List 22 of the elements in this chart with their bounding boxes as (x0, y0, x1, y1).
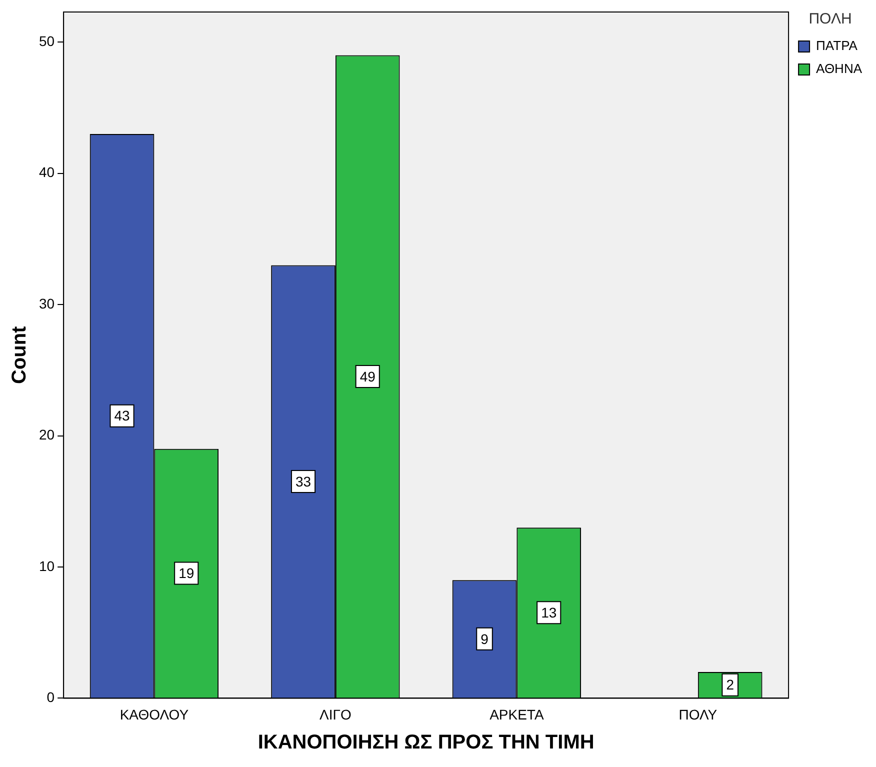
data-label: 49 (360, 368, 376, 384)
x-tick-label: ΛΙΓΟ (320, 706, 352, 722)
y-axis-title: Count (8, 326, 31, 384)
y-tick-label: 10 (38, 558, 55, 574)
x-tick-label: ΠΟΛΥ (678, 706, 718, 722)
x-tick-label: ΑΡΚΕΤΑ (490, 706, 544, 722)
data-label: 13 (541, 604, 557, 621)
data-label: 2 (726, 676, 734, 693)
y-tick-label: 20 (38, 426, 55, 443)
y-tick-label: 30 (38, 295, 55, 312)
legend-label: ΑΘΗΝΑ (816, 61, 862, 76)
data-label: 43 (114, 408, 130, 424)
data-label: 19 (178, 565, 194, 582)
legend-label: ΠΑΤΡΑ (816, 38, 858, 54)
data-label: 33 (295, 473, 312, 490)
y-tick-label: 50 (38, 33, 55, 50)
data-label: 9 (480, 630, 489, 647)
x-tick-label: ΚΑΘΟΛΟΥ (120, 706, 190, 722)
y-tick-label: 40 (38, 164, 55, 180)
y-tick-label: 0 (46, 689, 55, 706)
legend-title: ΠΟΛΗ (808, 10, 852, 28)
x-axis-title: ΙΚΑΝΟΠΟΙΗΣΗ ΩΣ ΠΡΟΣ ΤΗΝ ΤΙΜΗ (258, 732, 594, 754)
